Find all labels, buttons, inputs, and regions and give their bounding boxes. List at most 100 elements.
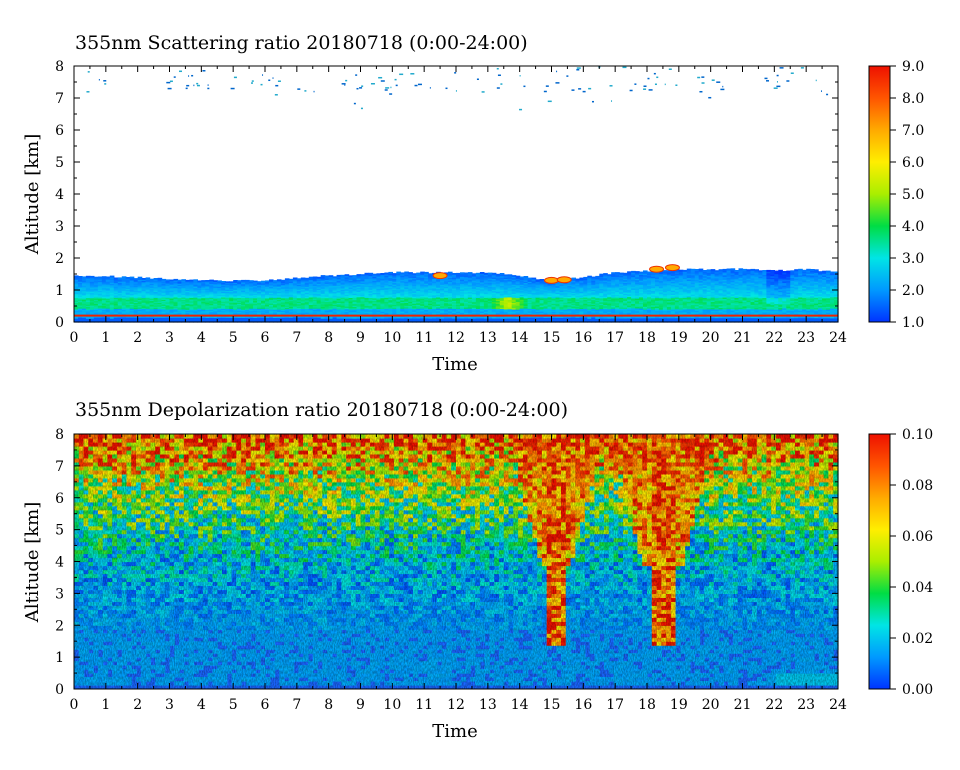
scattering-cell [121,282,127,285]
scattering-cell [300,304,306,307]
scattering-cell [105,289,111,291]
scattering-cell [288,290,294,293]
scattering-cell [340,274,346,277]
scattering-cell [125,303,131,306]
scattering-cell [193,282,198,285]
scattering-cell [265,310,270,313]
scattering-cell [372,288,377,291]
scattering-cell [85,306,91,309]
scattering-cell [229,292,234,295]
scattering-cell [384,301,389,304]
scattering-cell [173,310,179,312]
scattering-cell [193,285,198,287]
scattering-cell [292,307,298,309]
scattering-cell [245,316,250,318]
scattering-cell [280,295,286,297]
scattering-cell [269,292,274,295]
scattering-cell [364,276,370,279]
scattering-cell [233,292,238,295]
scattering-cell [245,298,250,301]
scattering-cell [380,303,385,305]
scattering-cell [85,287,91,290]
scattering-cell [404,308,409,310]
scattering-cell [400,297,405,300]
scattering-cell [105,313,111,315]
scattering-cell [133,304,139,307]
scattering-cell [201,298,206,301]
scattering-cell [129,319,135,322]
scattering-cell [74,303,79,306]
scattering-cell [404,275,409,278]
scattering-cell [181,281,186,284]
scattering-cell [197,290,202,293]
scattering-cell [153,282,159,285]
scattering-cell [121,300,127,303]
scattering-cell [225,299,230,302]
scattering-cell [82,315,87,318]
scattering-cell [125,315,131,318]
scattering-cell [304,315,310,318]
scattering-cell [177,300,183,303]
scattering-cell [424,287,429,290]
scattering-cell [591,276,596,279]
scattering-cell [364,319,370,322]
scattering-cell [133,280,139,283]
scattering-cell [125,297,131,299]
scattering-cell [117,318,123,321]
scattering-cell [257,288,262,290]
scattering-cell [257,302,262,305]
scattering-cell [312,289,318,292]
scattering-cell [177,285,183,288]
scattering-cell [583,276,588,279]
scattering-cell [189,284,194,287]
scattering-cell [217,318,222,321]
scattering-cell [177,306,183,309]
scattering-cell [352,318,358,320]
scattering-cell [356,291,362,294]
scattering-cell [384,286,389,289]
scattering-cell [360,286,366,288]
scattering-cell [245,281,250,283]
scattering-cell [125,307,131,309]
scattering-cell [388,305,393,308]
scattering-cell [320,286,326,289]
scattering-cell [201,292,206,295]
scattering-cell [368,308,374,311]
scattering-cell [420,301,425,303]
scattering-cell [320,303,326,306]
scattering-cell [400,301,405,304]
scattering-cell [149,311,155,313]
scattering-cell [364,287,370,290]
scattering-cell [97,318,103,321]
scattering-cell [113,293,119,296]
scattering-cell [404,282,409,285]
scattering-cell [177,287,183,290]
scattering-cell [193,312,198,315]
scattering-cell [221,302,226,305]
scattering-cell [141,318,147,321]
scattering-cell [320,316,326,319]
scattering-cell [133,297,139,300]
scattering-cell [78,276,83,278]
scattering-cell [376,277,381,280]
scattering-cell [145,291,151,293]
scattering-cell [276,287,282,290]
scattering-cell [133,279,139,282]
scattering-cell [296,281,302,284]
scattering-cell [368,312,374,315]
scattering-cell [141,290,147,292]
scattering-cell [249,301,254,303]
scattering-cell [340,295,346,298]
scattering-cell [97,303,103,305]
scattering-cell [117,283,123,286]
scattering-cell [181,284,186,286]
scattering-cell [253,303,258,306]
scattering-cell [253,299,258,301]
scattering-cell [253,289,258,292]
scattering-cell [241,293,246,296]
scattering-cell [193,286,198,289]
scattering-cell [145,292,151,295]
scattering-cell [197,296,202,299]
scattering-cell [328,275,334,278]
scattering-cell [372,276,377,279]
